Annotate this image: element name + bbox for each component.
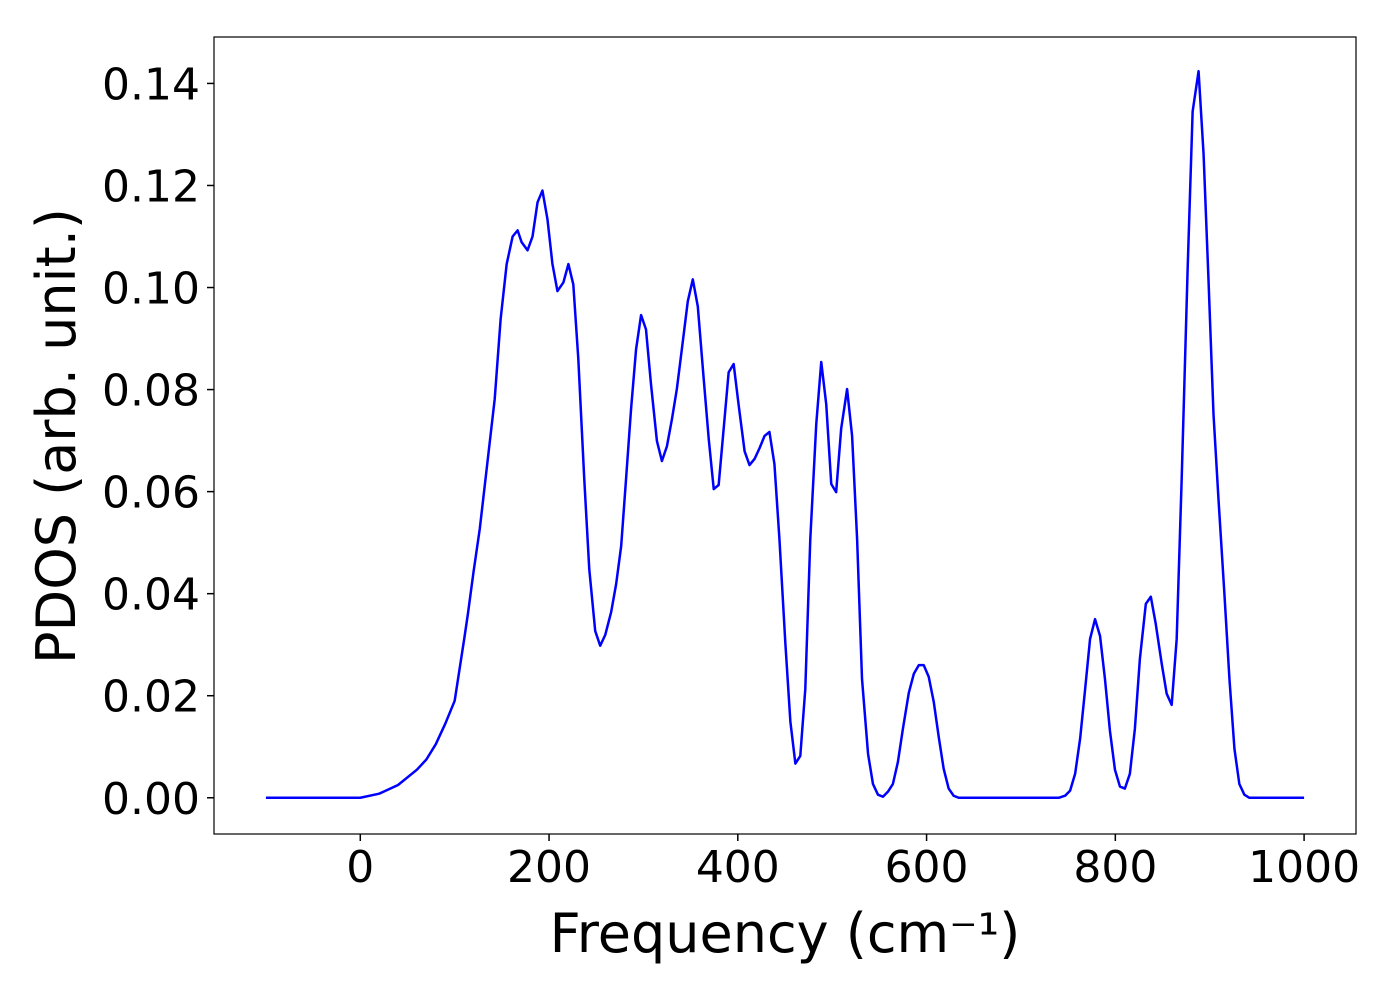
x-tick-label: 200 [507,842,591,893]
y-tick-label: 0.14 [102,59,200,110]
x-tick-label: 400 [696,842,780,893]
y-tick-label: 0.10 [102,264,200,315]
x-axis-label: Frequency (cm⁻¹) [550,902,1021,965]
y-tick-label: 0.04 [102,570,200,621]
y-tick-label: 0.12 [102,161,200,212]
x-tick-label: 0 [346,842,374,893]
data-line [265,69,1305,800]
y-tick-label: 0.06 [102,468,200,519]
y-tick-label: 0.02 [102,672,200,723]
y-tick-label: 0.00 [102,774,200,825]
plot-frame [213,36,1357,835]
y-axis-label: PDOS (arb. unit.) [25,208,88,664]
x-tick-label: 800 [1073,842,1157,893]
x-tick-label: 600 [885,842,969,893]
x-tick-label: 1000 [1248,842,1360,893]
y-tick-label: 0.08 [102,366,200,417]
